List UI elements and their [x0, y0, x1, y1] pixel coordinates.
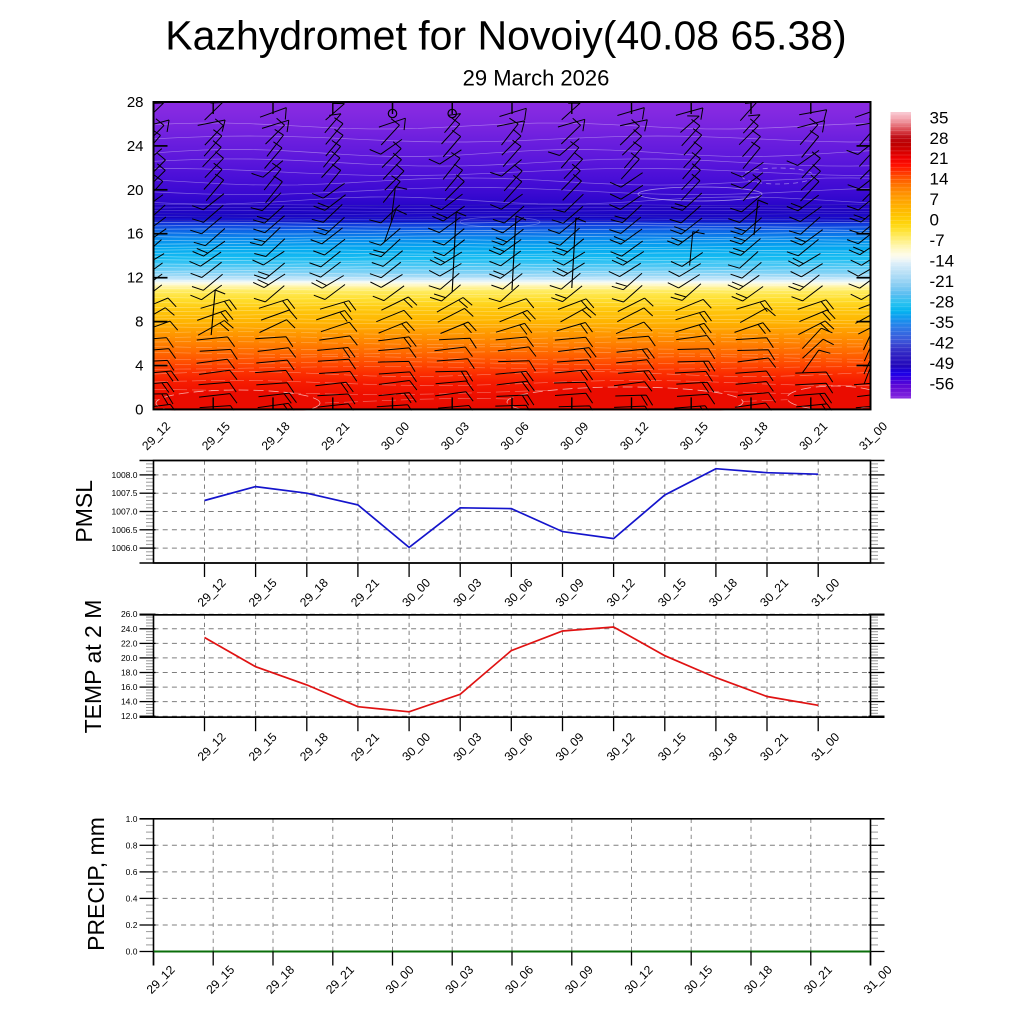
svg-text:-56: -56 — [930, 374, 955, 393]
svg-text:26.0: 26.0 — [121, 609, 138, 619]
svg-text:TEMP at 2 M: TEMP at 2 M — [80, 600, 106, 734]
svg-text:-28: -28 — [930, 292, 955, 311]
svg-text:12.0: 12.0 — [121, 711, 138, 721]
svg-text:4: 4 — [135, 358, 143, 375]
svg-text:1008.0: 1008.0 — [112, 470, 138, 480]
svg-text:35: 35 — [930, 108, 949, 127]
svg-text:1007.5: 1007.5 — [112, 488, 138, 498]
svg-text:1006.5: 1006.5 — [112, 525, 138, 535]
svg-text:Kazhydromet for Novoiy(40.08 6: Kazhydromet for Novoiy(40.08 65.38) — [165, 13, 846, 59]
svg-text:7: 7 — [930, 190, 939, 209]
svg-text:18.0: 18.0 — [121, 668, 138, 678]
svg-text:0.6: 0.6 — [126, 867, 138, 877]
svg-text:0.2: 0.2 — [126, 920, 138, 930]
svg-text:14.0: 14.0 — [121, 697, 138, 707]
svg-text:-35: -35 — [930, 313, 955, 332]
svg-text:22.0: 22.0 — [121, 638, 138, 648]
svg-text:16: 16 — [127, 226, 144, 243]
svg-text:0: 0 — [930, 211, 939, 230]
svg-text:-14: -14 — [930, 252, 955, 271]
svg-text:28: 28 — [930, 129, 949, 148]
svg-text:29 March 2026: 29 March 2026 — [463, 66, 610, 91]
svg-text:0.4: 0.4 — [126, 893, 138, 903]
svg-text:-49: -49 — [930, 354, 955, 373]
svg-text:14: 14 — [930, 170, 949, 189]
svg-text:PMSL: PMSL — [71, 480, 97, 543]
svg-text:-21: -21 — [930, 272, 955, 291]
svg-text:0.8: 0.8 — [126, 840, 138, 850]
svg-text:12: 12 — [127, 270, 144, 287]
svg-text:-7: -7 — [930, 231, 945, 250]
svg-text:8: 8 — [135, 314, 143, 331]
svg-text:-42: -42 — [930, 333, 955, 352]
svg-text:20: 20 — [127, 182, 144, 199]
svg-text:1007.0: 1007.0 — [112, 507, 138, 517]
svg-text:20.0: 20.0 — [121, 653, 138, 663]
svg-text:21: 21 — [930, 149, 949, 168]
svg-text:24: 24 — [127, 138, 144, 155]
svg-text:24.0: 24.0 — [121, 624, 138, 634]
svg-text:PRECIP, mm: PRECIP, mm — [83, 817, 109, 951]
svg-text:16.0: 16.0 — [121, 682, 138, 692]
svg-text:28: 28 — [127, 94, 144, 111]
svg-text:0.0: 0.0 — [126, 947, 138, 957]
svg-text:1.0: 1.0 — [126, 814, 138, 824]
svg-text:0: 0 — [135, 401, 143, 418]
svg-text:1006.0: 1006.0 — [112, 543, 138, 553]
